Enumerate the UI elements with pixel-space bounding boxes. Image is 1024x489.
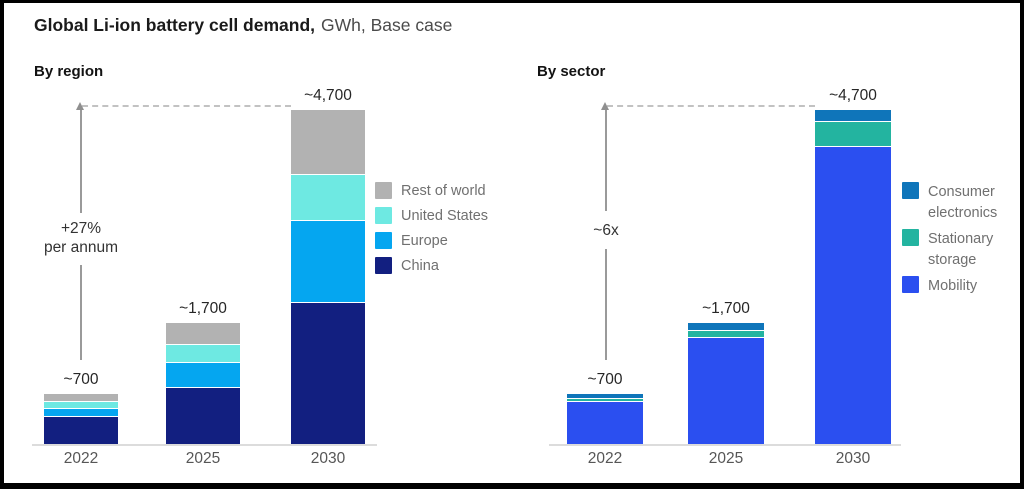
- by-sector-x-axis-line: [549, 444, 901, 446]
- by-sector-bar-2022: [567, 394, 643, 444]
- by-sector-target-dashed-line: [607, 105, 815, 107]
- by-region-legend: Rest of world United States Europe China: [375, 182, 488, 275]
- by-sector-bar-2025-segment-mobility: [688, 337, 764, 444]
- by-sector-growth-arrow-line: [605, 249, 607, 360]
- by-sector-x-axis-label-2022: 2022: [587, 450, 623, 467]
- by-region-value-label-2030: ~4,700: [304, 87, 352, 104]
- by-region-bar-2030-segment-united-states: [291, 174, 365, 221]
- by-region-bar-2030-segment-china: [291, 301, 365, 444]
- by-region-x-axis-label-2022: 2022: [63, 450, 99, 467]
- by-sector-bar-2025-segment-consumer-electronics: [688, 323, 764, 331]
- by-region-bar-2030-segment-europe: [291, 220, 365, 302]
- by-region-bar-2030: [291, 110, 365, 444]
- by-region-legend-item-rest-of-world: Rest of world: [375, 182, 488, 200]
- by-region-x-axis-label-2025: 2025: [185, 450, 221, 467]
- by-sector-bar-2030-segment-consumer-electronics: [815, 110, 891, 121]
- by-sector-legend-chip-mobility: [902, 276, 919, 293]
- by-region-legend-item-china: China: [375, 257, 488, 275]
- by-sector-growth-label: ~6x: [593, 222, 619, 239]
- by-sector-legend: Consumer electronics Stationary storage Mo…: [902, 182, 1020, 297]
- by-sector-bar-2022-segment-stationary-storage: [567, 397, 643, 402]
- by-region-x-axis-line: [32, 444, 377, 446]
- by-region-legend-label-china: China: [401, 258, 439, 274]
- by-sector-x-axis-label-2030: 2030: [835, 450, 871, 467]
- by-sector-bar-2025: [688, 323, 764, 444]
- by-region-x-axis-label-2030: 2030: [310, 450, 346, 467]
- by-sector-legend-label-mobility: Mobility: [928, 278, 978, 294]
- chart-title: Global Li-ion battery cell demand, GWh, B…: [34, 15, 452, 36]
- by-region-growth-arrow-line: [80, 265, 82, 360]
- by-sector-legend-chip-stationary-storage: [902, 229, 919, 246]
- by-region-growth-arrow-line: [80, 110, 82, 213]
- by-region-bar-2022-segment-rest-of-world: [44, 394, 118, 402]
- by-region-legend-label-europe: Europe: [401, 233, 448, 249]
- by-sector-legend-item-consumer-electronics: Consumer electronics: [902, 182, 1020, 224]
- by-region-bar-2025-segment-europe: [166, 362, 240, 388]
- by-region-legend-chip-china: [375, 257, 392, 274]
- by-region-bar-2025: [166, 323, 240, 444]
- by-sector-bar-2025-segment-stationary-storage: [688, 330, 764, 338]
- chart-title-suffix: GWh, Base case: [321, 15, 453, 35]
- by-sector-bar-2030-segment-stationary-storage: [815, 120, 891, 146]
- by-region-legend-label-rest-of-world: Rest of world: [401, 183, 486, 199]
- by-region-legend-item-united-states: United States: [375, 207, 488, 225]
- by-region-value-label-2022: ~700: [63, 371, 99, 389]
- by-region-legend-label-united-states: United States: [401, 208, 489, 224]
- by-sector-legend-label-consumer-electronics: Consumer electronics: [928, 184, 998, 221]
- by-region-bar-2022-segment-china: [44, 415, 118, 444]
- by-sector-value-label-2030: ~4,700: [829, 87, 877, 104]
- by-region-legend-chip-europe: [375, 232, 392, 249]
- by-sector-legend-item-mobility: Mobility: [902, 276, 1020, 297]
- by-sector-bar-2022-segment-consumer-electronics: [567, 394, 643, 398]
- by-sector-growth-arrow-line: [605, 110, 607, 211]
- by-region-legend-chip-rest-of-world: [375, 182, 392, 199]
- by-sector-legend-item-stationary-storage: Stationary storage: [902, 229, 1020, 271]
- by-sector-value-label-2025: ~1,700: [702, 300, 750, 318]
- by-region-bar-2025-segment-united-states: [166, 344, 240, 363]
- by-region-growth-label: +27% per annum: [43, 220, 119, 256]
- by-sector-legend-label-stationary-storage: Stationary storage: [928, 231, 994, 268]
- panel-title-by-region: By region: [34, 63, 104, 80]
- chart-title-main: Global Li-ion battery cell demand,: [34, 15, 316, 35]
- by-region-bar-2022-segment-united-states: [44, 401, 118, 409]
- by-sector-bar-2022-segment-mobility: [567, 401, 643, 444]
- panel-title-by-sector: By sector: [537, 63, 606, 80]
- by-sector-legend-chip-consumer-electronics: [902, 182, 919, 199]
- by-region-bar-2025-segment-china: [166, 387, 240, 444]
- by-region-growth-arrow-head: [76, 102, 84, 110]
- by-sector-bar-2030-segment-mobility: [815, 145, 891, 445]
- by-region-value-label-2025: ~1,700: [179, 300, 227, 318]
- by-sector-bar-2030: [815, 110, 891, 445]
- by-region-legend-chip-united-states: [375, 207, 392, 224]
- by-region-bar-2030-segment-rest-of-world: [291, 110, 365, 174]
- by-sector-x-axis-label-2025: 2025: [708, 450, 744, 467]
- by-region-legend-item-europe: Europe: [375, 232, 488, 250]
- by-region-bar-2025-segment-rest-of-world: [166, 323, 240, 345]
- by-region-target-dashed-line: [82, 105, 291, 107]
- by-region-bar-2022-segment-europe: [44, 408, 118, 416]
- by-sector-growth-arrow-head: [601, 102, 609, 110]
- by-region-bar-2022: [44, 394, 118, 444]
- by-sector-value-label-2022: ~700: [587, 371, 623, 389]
